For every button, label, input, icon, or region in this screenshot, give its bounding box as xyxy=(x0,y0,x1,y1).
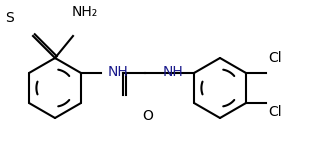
Text: O: O xyxy=(143,109,153,123)
Text: NH: NH xyxy=(163,65,183,79)
Text: NH₂: NH₂ xyxy=(72,5,98,19)
Text: Cl: Cl xyxy=(268,51,281,65)
Text: S: S xyxy=(6,11,15,25)
Text: Cl: Cl xyxy=(268,105,281,119)
Text: NH: NH xyxy=(108,65,128,79)
